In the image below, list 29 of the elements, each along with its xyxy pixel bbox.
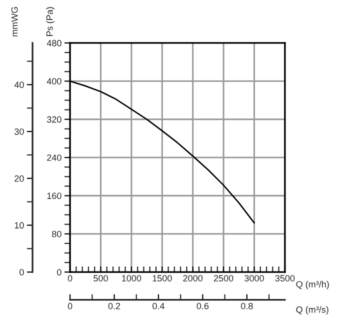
x-tick-label: 1000 [122, 275, 142, 282]
y2-axis-title: mmWG [11, 7, 18, 36]
x2-tick-label: 0.2 [108, 302, 120, 310]
x2-tick-label: 0.4 [152, 302, 164, 310]
y2-tick-label: 40 [14, 82, 24, 88]
y2-tick-label: 0 [20, 269, 24, 276]
y-tick-label: 320 [46, 116, 62, 123]
y-axis-title: Ps (Pa) [46, 7, 55, 36]
y-tick-label: 400 [46, 78, 62, 84]
x-tick-label: 2000 [183, 275, 203, 282]
x2-tick-label: 0.8 [240, 302, 253, 310]
y2-tick-label: 20 [14, 175, 24, 182]
y-tick-label: 160 [47, 192, 62, 200]
x-tick-label: 500 [94, 275, 108, 282]
y-tick-label: 480 [46, 40, 62, 46]
y-tick-label: 80 [52, 230, 62, 238]
x-axis-title: Q (m³/h) [296, 280, 329, 290]
y2-tick-label: 10 [14, 222, 24, 229]
x-tick-label: 2500 [214, 275, 234, 282]
y-tick-label: 0 [57, 269, 62, 276]
y2-tick-label: 30 [14, 128, 24, 135]
x2-axis-title: Q (m³/s) [296, 306, 328, 315]
y-tick-label: 240 [47, 154, 62, 161]
x2-tick-label: 0 [68, 302, 72, 310]
x-tick-label: 3500 [275, 275, 295, 282]
x2-tick-label: 0.6 [196, 302, 209, 310]
x-tick-label: 0 [68, 275, 72, 282]
x-tick-label: 3000 [244, 275, 264, 282]
x-tick-label: 1500 [152, 275, 172, 282]
